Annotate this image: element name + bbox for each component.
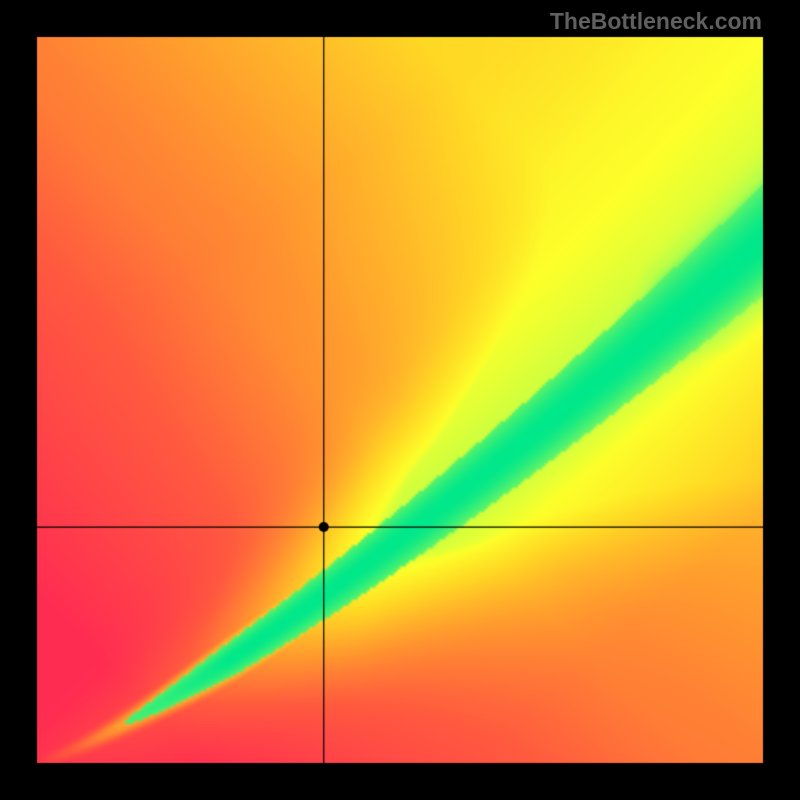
bottleneck-heatmap <box>0 0 800 800</box>
watermark-text: TheBottleneck.com <box>550 8 762 35</box>
chart-stage: TheBottleneck.com <box>0 0 800 800</box>
